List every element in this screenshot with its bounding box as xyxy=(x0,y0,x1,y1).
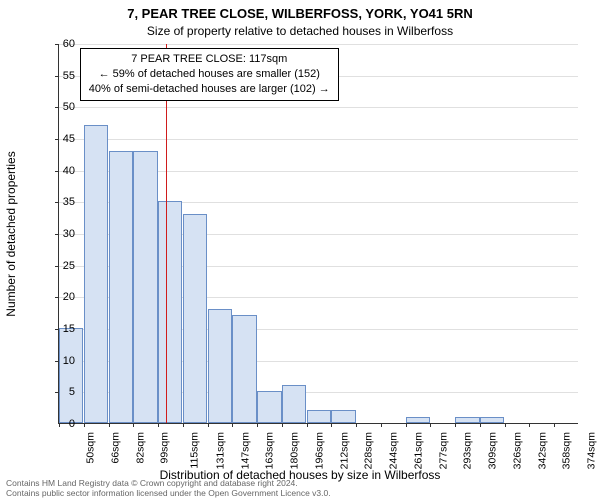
y-tick-label: 5 xyxy=(50,386,75,398)
y-tick-label: 45 xyxy=(50,133,75,145)
histogram-bar xyxy=(133,151,157,423)
x-tick-mark xyxy=(133,423,134,427)
x-tick-label: 180sqm xyxy=(288,432,300,469)
y-tick-label: 35 xyxy=(50,196,75,208)
chart-address-title: 7, PEAR TREE CLOSE, WILBERFOSS, YORK, YO… xyxy=(0,6,600,21)
y-tick-label: 15 xyxy=(50,323,75,335)
x-tick-mark xyxy=(257,423,258,427)
y-tick-label: 40 xyxy=(50,165,75,177)
attribution-footer: Contains HM Land Registry data © Crown c… xyxy=(6,479,331,498)
x-tick-label: 228sqm xyxy=(363,432,375,469)
x-tick-label: 115sqm xyxy=(189,432,201,469)
y-tick-label: 10 xyxy=(50,355,75,367)
x-tick-label: 66sqm xyxy=(109,432,121,464)
histogram-bar xyxy=(282,385,306,423)
x-tick-mark xyxy=(505,423,506,427)
x-tick-label: 131sqm xyxy=(214,432,226,469)
histogram-bar xyxy=(183,214,207,423)
x-tick-label: 293sqm xyxy=(462,432,474,469)
x-tick-label: 309sqm xyxy=(487,432,499,469)
histogram-bar xyxy=(158,201,182,423)
x-tick-mark xyxy=(331,423,332,427)
x-tick-mark xyxy=(554,423,555,427)
y-tick-label: 0 xyxy=(50,418,75,430)
histogram-bar xyxy=(257,391,281,423)
histogram-bar xyxy=(480,417,504,423)
x-tick-mark xyxy=(183,423,184,427)
y-tick-label: 50 xyxy=(50,101,75,113)
x-tick-label: 326sqm xyxy=(511,432,523,469)
x-tick-label: 374sqm xyxy=(586,432,598,469)
chart-subtitle: Size of property relative to detached ho… xyxy=(0,24,600,38)
x-tick-mark xyxy=(381,423,382,427)
x-tick-label: 196sqm xyxy=(313,432,325,469)
gridline xyxy=(59,44,578,45)
x-tick-mark xyxy=(84,423,85,427)
property-infobox: 7 PEAR TREE CLOSE: 117sqm← 59% of detach… xyxy=(80,48,339,101)
footer-line-2: Contains public sector information licen… xyxy=(6,489,331,498)
x-tick-label: 212sqm xyxy=(338,432,350,469)
reference-line xyxy=(166,44,167,423)
y-tick-label: 20 xyxy=(50,291,75,303)
x-tick-mark xyxy=(356,423,357,427)
x-tick-mark xyxy=(480,423,481,427)
gridline xyxy=(59,139,578,140)
x-tick-label: 277sqm xyxy=(437,432,449,469)
x-tick-label: 163sqm xyxy=(264,432,276,469)
x-tick-mark xyxy=(232,423,233,427)
x-tick-label: 261sqm xyxy=(412,432,424,469)
y-tick-label: 30 xyxy=(50,228,75,240)
x-tick-label: 244sqm xyxy=(388,432,400,469)
histogram-bar xyxy=(307,410,331,423)
x-tick-mark xyxy=(307,423,308,427)
x-tick-mark xyxy=(158,423,159,427)
histogram-bar xyxy=(232,315,256,423)
x-tick-label: 342sqm xyxy=(536,432,548,469)
histogram-bar xyxy=(109,151,133,423)
x-tick-label: 50sqm xyxy=(85,432,97,464)
infobox-line-2: ← 59% of detached houses are smaller (15… xyxy=(89,67,330,82)
histogram-bar xyxy=(331,410,355,423)
y-tick-label: 25 xyxy=(50,260,75,272)
infobox-line-3: 40% of semi-detached houses are larger (… xyxy=(89,82,330,97)
x-tick-mark xyxy=(529,423,530,427)
x-tick-mark xyxy=(109,423,110,427)
y-axis-label: Number of detached properties xyxy=(4,151,18,316)
x-tick-mark xyxy=(430,423,431,427)
x-tick-mark xyxy=(208,423,209,427)
histogram-bar xyxy=(455,417,479,423)
gridline xyxy=(59,107,578,108)
x-tick-mark xyxy=(406,423,407,427)
histogram-bar xyxy=(84,125,108,423)
x-tick-label: 99sqm xyxy=(159,432,171,464)
x-tick-label: 82sqm xyxy=(134,432,146,464)
x-tick-mark xyxy=(282,423,283,427)
y-tick-label: 55 xyxy=(50,70,75,82)
histogram-bar xyxy=(406,417,430,423)
x-tick-label: 147sqm xyxy=(239,432,251,469)
histogram-bar xyxy=(208,309,232,423)
histogram-bar xyxy=(59,328,83,423)
x-tick-mark xyxy=(455,423,456,427)
infobox-line-1: 7 PEAR TREE CLOSE: 117sqm xyxy=(89,52,330,67)
y-tick-label: 60 xyxy=(50,38,75,50)
x-tick-label: 358sqm xyxy=(561,432,573,469)
chart-plot-area: 50sqm66sqm82sqm99sqm115sqm131sqm147sqm16… xyxy=(58,44,578,424)
